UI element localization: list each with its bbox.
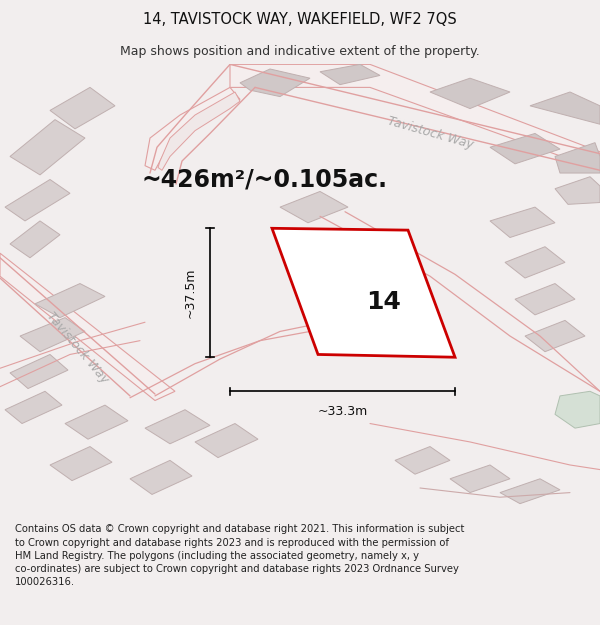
Polygon shape bbox=[505, 247, 565, 278]
Polygon shape bbox=[50, 446, 112, 481]
Polygon shape bbox=[195, 424, 258, 458]
Text: ~37.5m: ~37.5m bbox=[184, 268, 197, 318]
Polygon shape bbox=[450, 465, 510, 492]
Polygon shape bbox=[240, 69, 310, 97]
Text: Tavistock Way: Tavistock Way bbox=[386, 115, 475, 152]
Text: Contains OS data © Crown copyright and database right 2021. This information is : Contains OS data © Crown copyright and d… bbox=[15, 524, 464, 587]
Polygon shape bbox=[555, 391, 600, 428]
Text: 14, TAVISTOCK WAY, WAKEFIELD, WF2 7QS: 14, TAVISTOCK WAY, WAKEFIELD, WF2 7QS bbox=[143, 12, 457, 27]
Polygon shape bbox=[10, 354, 68, 389]
Polygon shape bbox=[145, 88, 240, 170]
Polygon shape bbox=[50, 88, 115, 129]
Polygon shape bbox=[300, 233, 368, 264]
Polygon shape bbox=[500, 479, 560, 504]
Polygon shape bbox=[318, 276, 385, 308]
Polygon shape bbox=[320, 64, 380, 84]
Polygon shape bbox=[515, 284, 575, 315]
Polygon shape bbox=[395, 446, 450, 474]
Polygon shape bbox=[272, 228, 455, 358]
Polygon shape bbox=[20, 318, 85, 352]
Polygon shape bbox=[490, 134, 560, 164]
Polygon shape bbox=[230, 64, 600, 170]
Polygon shape bbox=[130, 461, 192, 494]
Text: 14: 14 bbox=[366, 290, 401, 314]
Polygon shape bbox=[430, 78, 510, 109]
Polygon shape bbox=[158, 92, 240, 170]
Text: ~426m²/~0.105ac.: ~426m²/~0.105ac. bbox=[142, 168, 388, 191]
Polygon shape bbox=[145, 410, 210, 444]
Polygon shape bbox=[0, 253, 175, 401]
Polygon shape bbox=[5, 179, 70, 221]
Polygon shape bbox=[555, 142, 600, 173]
Polygon shape bbox=[525, 321, 585, 352]
Polygon shape bbox=[490, 207, 555, 238]
Text: ~33.3m: ~33.3m bbox=[317, 405, 368, 418]
Text: Map shows position and indicative extent of the property.: Map shows position and indicative extent… bbox=[120, 45, 480, 58]
Polygon shape bbox=[280, 191, 348, 222]
Polygon shape bbox=[10, 119, 85, 175]
Polygon shape bbox=[555, 177, 600, 204]
Polygon shape bbox=[10, 221, 60, 258]
Polygon shape bbox=[530, 92, 600, 124]
Polygon shape bbox=[35, 284, 105, 318]
Polygon shape bbox=[5, 391, 62, 424]
Text: Tavistock Way: Tavistock Way bbox=[44, 310, 112, 386]
Polygon shape bbox=[65, 405, 128, 439]
